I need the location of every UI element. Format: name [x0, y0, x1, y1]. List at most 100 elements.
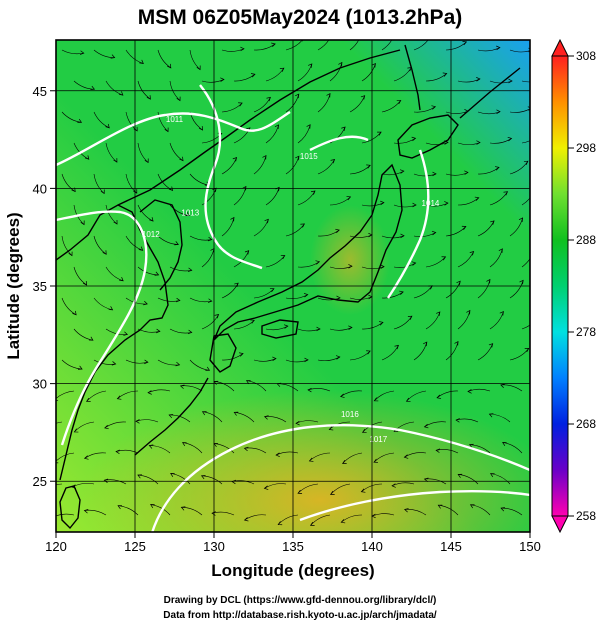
streamline: [189, 359, 210, 371]
wind-arrow-head: [42, 489, 46, 493]
streamline: [521, 140, 530, 144]
streamline: [234, 411, 255, 423]
streamline: [317, 93, 331, 113]
wind-arrow-head: [348, 264, 353, 269]
wind-arrow-head: [407, 315, 413, 320]
streamline: [149, 445, 171, 454]
coast-shikoku: [261, 319, 299, 339]
wind-arrow-head: [461, 225, 467, 230]
wind-arrow-head: [79, 50, 85, 55]
streamline: [104, 421, 127, 429]
y-tick-label: 35: [33, 279, 47, 294]
streamline: [253, 219, 269, 237]
wind-arrow-head: [110, 54, 116, 59]
wind-arrow-head: [156, 328, 161, 334]
wind-arrow-head: [411, 136, 417, 142]
streamline: [150, 504, 171, 516]
streamline: [381, 100, 401, 113]
streamline: [361, 202, 384, 207]
streamline: [189, 49, 201, 70]
streamline: [424, 421, 447, 428]
streamline: [413, 173, 437, 177]
streamline: [406, 390, 427, 402]
streamline: [413, 232, 436, 237]
wind-arrow-head: [175, 361, 181, 367]
streamline: [413, 342, 428, 361]
streamline: [501, 507, 523, 516]
streamline: [202, 411, 223, 423]
streamline: [117, 390, 139, 399]
wind-arrow-head: [326, 92, 331, 98]
wind-arrow-head: [391, 483, 396, 488]
streamline: [373, 452, 395, 463]
streamline: [371, 513, 395, 517]
streamline: [264, 483, 287, 489]
x-tick-label: 150: [519, 539, 541, 554]
wind-arrow-head: [518, 217, 524, 222]
wind-arrow-head: [185, 212, 190, 216]
wind-arrow-head: [220, 77, 225, 82]
wind-arrow-head: [139, 59, 144, 65]
streamline: [137, 80, 151, 100]
streamline: [509, 348, 529, 361]
wind-arrow-head: [264, 218, 269, 224]
streamline: [56, 513, 75, 517]
wind-arrow-head: [207, 236, 213, 242]
streamline: [285, 40, 303, 51]
streamline: [457, 197, 479, 206]
wind-arrow-head: [508, 78, 513, 84]
streamline: [297, 261, 320, 268]
wind-arrow-head: [335, 355, 341, 360]
streamline: [489, 311, 504, 330]
wind-arrow-head: [233, 411, 239, 416]
wind-arrow-head: [201, 411, 207, 416]
streamline: [509, 161, 529, 175]
contour-1015: [309, 135, 369, 152]
wind-arrow-head: [135, 419, 140, 424]
wind-arrow-head: [488, 343, 494, 348]
streamline: [404, 508, 427, 516]
streamline: [330, 483, 351, 495]
x-axis-label: Longitude (degrees): [211, 561, 374, 580]
wind-arrow-head: [148, 444, 154, 449]
streamline: [317, 229, 340, 237]
wind-arrow-head: [366, 164, 371, 169]
streamline: [104, 479, 127, 485]
wind-arrow-head: [464, 170, 469, 175]
streamline: [157, 235, 179, 245]
wind-arrow-head: [496, 45, 501, 51]
streamline: [317, 159, 335, 175]
streamline: [221, 102, 243, 113]
streamline: [285, 294, 308, 299]
wind-arrow-head: [366, 350, 371, 355]
streamline: [201, 248, 215, 268]
wind-arrow-head: [240, 46, 245, 52]
x-tick-label: 135: [282, 539, 304, 554]
wind-arrow-head: [77, 118, 83, 123]
streamline: [61, 359, 83, 370]
contour-label: 1017: [369, 435, 387, 444]
wind-arrow-head: [340, 519, 346, 524]
colorbar-overflow-triangle: [551, 38, 569, 57]
streamline: [253, 97, 271, 113]
streamline: [73, 80, 95, 90]
streamline: [467, 388, 491, 392]
streamline: [425, 73, 447, 82]
streamline: [470, 504, 491, 516]
wind-arrow-head: [279, 67, 285, 72]
wind-arrow-head: [405, 397, 411, 402]
wind-arrow-head: [274, 124, 279, 129]
wind-arrow-head: [263, 415, 269, 420]
contour-1013: [199, 84, 263, 270]
streamline: [157, 297, 180, 302]
streamline: [361, 266, 385, 270]
contour-label: 1015: [300, 152, 318, 161]
streamline: [201, 79, 225, 83]
streamline: [361, 483, 383, 493]
wind-arrow-head: [275, 452, 280, 457]
wind-arrow-head: [466, 309, 471, 315]
wind-arrow-head: [137, 474, 142, 479]
wind-arrow-head: [117, 505, 123, 510]
streamline: [125, 111, 138, 132]
wind-arrow-head: [486, 278, 491, 284]
